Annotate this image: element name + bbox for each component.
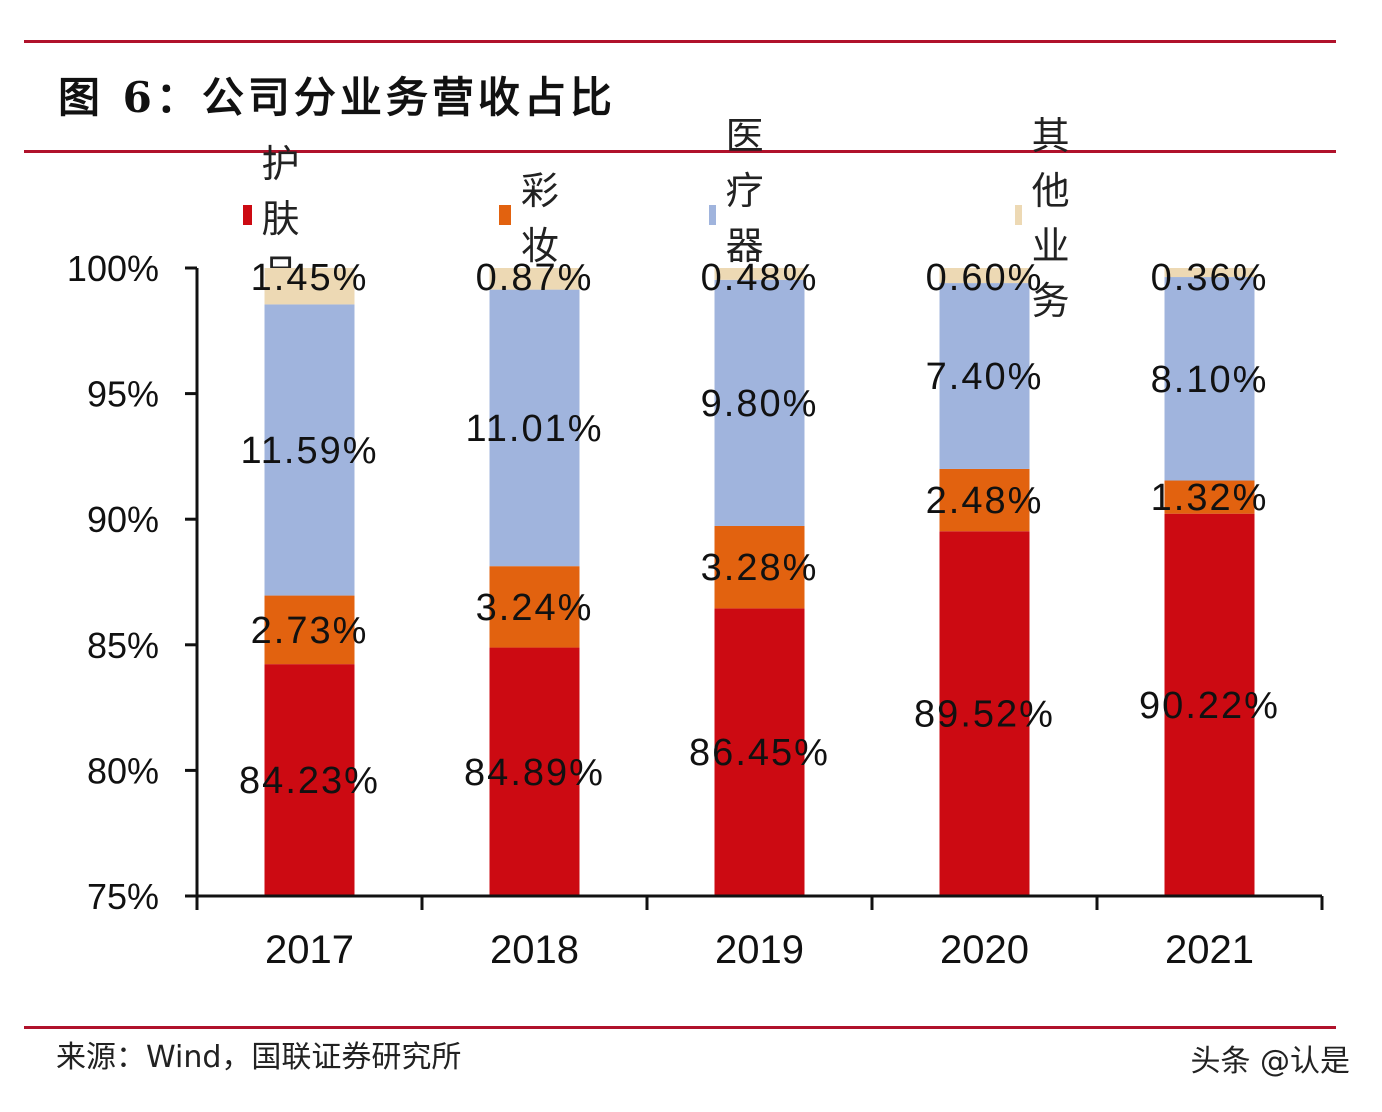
- bar-segment-2019-2: [714, 279, 805, 526]
- bar-segment-2021-3: [1164, 268, 1255, 278]
- legend-label-other: 其他业务: [1031, 114, 1074, 323]
- data-label-2020-1: 2.48%: [926, 480, 1044, 522]
- x-tick-label-2021: 2021: [1165, 928, 1254, 972]
- legend-swatch-medical: [709, 205, 716, 225]
- bar-segment-2018-1: [489, 566, 580, 648]
- bar-segment-2017-0: [264, 664, 355, 896]
- y-tick-label-95: 95%: [87, 374, 159, 415]
- bar-segment-2020-2: [939, 283, 1030, 469]
- data-label-2018-2: 11.01%: [465, 408, 603, 450]
- y-tick-label-100: 100%: [67, 248, 159, 289]
- y-tick-label-75: 75%: [87, 876, 159, 917]
- footer-rule: [24, 1026, 1336, 1029]
- data-label-2017-2: 11.59%: [240, 430, 378, 472]
- legend-label-makeup: 彩妆: [520, 169, 563, 268]
- bar-segment-2017-2: [264, 304, 355, 596]
- x-tick-label-2020: 2020: [940, 928, 1029, 972]
- legend-item-makeup: 彩妆: [499, 169, 571, 268]
- bar-segment-2018-3: [489, 268, 580, 290]
- bar-segment-2017-1: [264, 595, 355, 665]
- bar-segment-2021-1: [1164, 480, 1255, 514]
- legend-swatch-other: [1015, 205, 1022, 225]
- y-tick-label-80: 80%: [87, 750, 159, 791]
- bar-segment-2019-3: [714, 268, 805, 280]
- x-tick-label-2017: 2017: [265, 928, 354, 972]
- figure-title: 图 6：公司分业务营收占比: [58, 73, 616, 122]
- x-tick-label-2018: 2018: [490, 928, 579, 972]
- data-label-2018-1: 3.24%: [476, 587, 594, 629]
- data-label-2017-3: 1.45%: [251, 257, 369, 299]
- data-label-2021-0: 90.22%: [1139, 685, 1280, 727]
- bar-segment-2019-1: [714, 525, 805, 609]
- bar-segment-2018-0: [489, 647, 580, 896]
- data-label-2020-2: 7.40%: [926, 356, 1044, 398]
- bar-segment-2021-2: [1164, 277, 1255, 481]
- data-label-2021-2: 8.10%: [1151, 359, 1269, 401]
- data-label-2017-0: 84.23%: [239, 760, 380, 802]
- x-tick-label-2019: 2019: [715, 928, 804, 972]
- bar-segment-2019-0: [714, 608, 805, 896]
- data-label-2019-0: 86.45%: [689, 732, 830, 774]
- legend-swatch-makeup: [499, 205, 511, 225]
- legend-item-other: 其他业务: [1015, 114, 1087, 323]
- data-label-2021-1: 1.32%: [1151, 477, 1269, 519]
- data-label-2019-1: 3.28%: [701, 547, 819, 589]
- legend-swatch-skincare: [243, 205, 252, 225]
- data-label-2021-3: 0.36%: [1151, 257, 1269, 299]
- bar-segment-2020-0: [939, 531, 1030, 896]
- data-label-2019-2: 9.80%: [701, 383, 819, 425]
- title-rule: [24, 150, 1336, 153]
- bar-segment-2018-2: [489, 289, 580, 567]
- bar-segment-2020-1: [939, 468, 1030, 532]
- source-note: 来源：Wind，国联证券研究所: [56, 1040, 462, 1075]
- bar-segment-2017-3: [264, 268, 355, 305]
- data-label-2020-0: 89.52%: [914, 694, 1055, 736]
- data-label-2018-0: 84.89%: [464, 752, 605, 794]
- watermark: 头条 @认是: [1190, 1044, 1350, 1079]
- data-label-2019-3: 0.48%: [701, 257, 819, 299]
- top-rule: [24, 40, 1336, 43]
- y-tick-label-85: 85%: [87, 625, 159, 666]
- data-label-2017-1: 2.73%: [251, 610, 369, 652]
- bar-segment-2020-3: [939, 268, 1030, 284]
- y-tick-label-90: 90%: [87, 499, 159, 540]
- bar-segment-2021-0: [1164, 513, 1255, 896]
- data-label-2020-3: 0.60%: [926, 257, 1044, 299]
- data-label-2018-3: 0.87%: [476, 257, 594, 299]
